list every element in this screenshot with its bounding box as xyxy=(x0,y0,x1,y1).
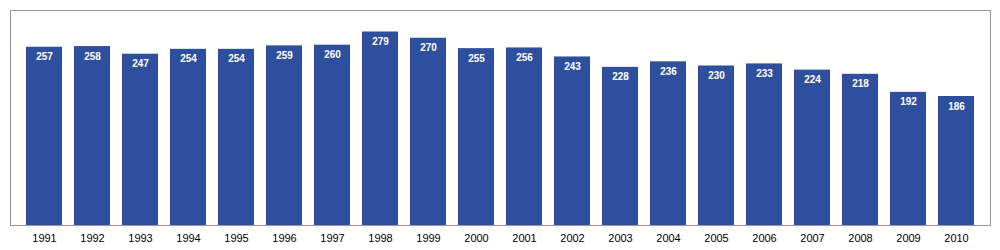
svg-text:192: 192 xyxy=(900,96,917,107)
svg-text:228: 228 xyxy=(612,71,629,82)
svg-text:2000: 2000 xyxy=(464,232,488,244)
svg-text:2002: 2002 xyxy=(560,232,584,244)
svg-text:1992: 1992 xyxy=(80,232,104,244)
svg-text:258: 258 xyxy=(84,51,101,62)
svg-text:2005: 2005 xyxy=(704,232,728,244)
svg-text:1999: 1999 xyxy=(416,232,440,244)
svg-text:259: 259 xyxy=(276,50,293,61)
svg-text:247: 247 xyxy=(132,58,149,69)
svg-text:2001: 2001 xyxy=(512,232,536,244)
svg-text:2009: 2009 xyxy=(896,232,920,244)
svg-text:1998: 1998 xyxy=(368,232,392,244)
svg-text:2004: 2004 xyxy=(656,232,680,244)
svg-text:1997: 1997 xyxy=(320,232,344,244)
svg-text:243: 243 xyxy=(564,61,581,72)
svg-text:218: 218 xyxy=(852,78,869,89)
svg-text:1995: 1995 xyxy=(224,232,248,244)
svg-text:1994: 1994 xyxy=(176,232,200,244)
svg-text:1993: 1993 xyxy=(128,232,152,244)
svg-text:186: 186 xyxy=(948,101,965,112)
svg-text:224: 224 xyxy=(804,74,821,85)
svg-text:2007: 2007 xyxy=(800,232,824,244)
svg-text:270: 270 xyxy=(420,42,437,53)
svg-text:236: 236 xyxy=(660,66,677,77)
svg-text:254: 254 xyxy=(228,53,245,64)
svg-text:279: 279 xyxy=(372,36,389,47)
svg-text:2010: 2010 xyxy=(944,232,968,244)
svg-text:260: 260 xyxy=(324,49,341,60)
svg-text:256: 256 xyxy=(516,52,533,63)
svg-text:2006: 2006 xyxy=(752,232,776,244)
svg-text:233: 233 xyxy=(756,68,773,79)
svg-text:1996: 1996 xyxy=(272,232,296,244)
svg-text:230: 230 xyxy=(708,70,725,81)
svg-text:254: 254 xyxy=(180,53,197,64)
svg-text:1991: 1991 xyxy=(32,232,56,244)
svg-text:255: 255 xyxy=(468,53,485,64)
svg-text:257: 257 xyxy=(36,51,53,62)
svg-text:2003: 2003 xyxy=(608,232,632,244)
svg-text:2008: 2008 xyxy=(848,232,872,244)
